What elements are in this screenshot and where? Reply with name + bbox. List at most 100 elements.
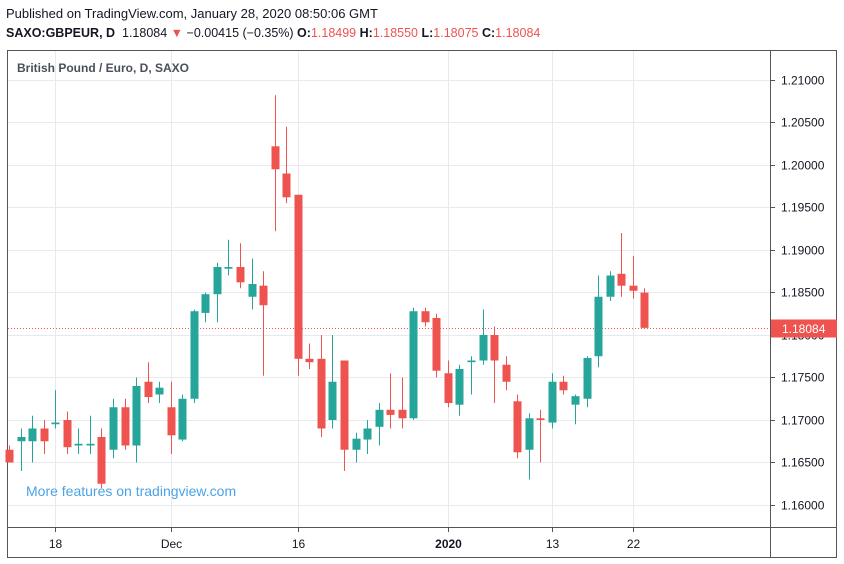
candle-down — [5, 445, 14, 463]
candle-body — [479, 335, 488, 361]
candle-up — [525, 413, 534, 480]
candle-up — [363, 420, 372, 454]
candle-body — [444, 373, 453, 403]
high-label: H: — [359, 26, 373, 40]
candle-body — [502, 364, 511, 382]
ohlc-legend: SAXO:GBPEUR, D 1.18084 ▼ −0.00415 (−0.35… — [6, 26, 540, 40]
x-tick-label: 16 — [292, 537, 306, 551]
y-tick-label: 1.20500 — [781, 116, 825, 130]
candle-body — [178, 398, 187, 440]
candle-body — [305, 358, 314, 363]
candle-down — [444, 360, 453, 408]
candle-up — [17, 428, 26, 471]
candle-body — [340, 360, 349, 450]
candle-body — [271, 146, 280, 170]
candle-body — [328, 381, 337, 420]
candle-body — [132, 386, 141, 446]
x-axis: 18 Dec 16 2020 13 22 — [49, 527, 641, 551]
candle-down — [559, 375, 568, 395]
chart-title: British Pound / Euro, D, SAXO — [17, 61, 189, 75]
candle-down — [340, 360, 349, 471]
candle-up — [74, 428, 83, 454]
candle-up — [352, 432, 361, 463]
candle-up — [594, 275, 603, 368]
candle-body — [375, 409, 384, 427]
candle-down — [421, 307, 430, 327]
candle-down — [167, 381, 176, 454]
candle-down — [63, 411, 72, 454]
symbol-label: SAXO:GBPEUR, D — [6, 26, 116, 40]
candle-down — [629, 255, 638, 299]
candle-body — [629, 285, 638, 291]
candle-down — [513, 394, 522, 459]
candle-body — [74, 443, 83, 446]
candle-body — [63, 420, 72, 448]
last-price: 1.18084 — [122, 26, 168, 40]
open-value: 1.18499 — [310, 26, 357, 40]
candle-down — [617, 233, 626, 297]
candle-body — [5, 449, 14, 463]
candle-up — [606, 271, 615, 301]
y-tick-label: 1.17500 — [781, 371, 825, 385]
y-axis: 1.21000 1.20500 1.20000 1.19500 1.19000 1.185… — [770, 74, 825, 513]
open-label: O: — [297, 26, 311, 40]
candle-body — [144, 381, 153, 398]
candle-up — [248, 258, 257, 310]
candle-body — [536, 418, 545, 420]
candle-up — [51, 390, 60, 429]
candle-down — [144, 362, 153, 403]
candle-body — [559, 381, 568, 391]
candle-body — [409, 311, 418, 419]
candle-body — [97, 437, 106, 484]
candle-body — [513, 401, 522, 453]
candle-body — [617, 273, 626, 286]
down-arrow-icon: ▼ — [170, 26, 184, 40]
candle-body — [432, 318, 441, 371]
candle-up — [109, 398, 118, 459]
candle-body — [51, 422, 60, 425]
candle-body — [421, 311, 430, 323]
candle-up — [201, 292, 210, 323]
candle-body — [363, 428, 372, 440]
y-tick-label: 1.19500 — [781, 201, 825, 215]
x-tick-label: 22 — [627, 537, 641, 551]
candle-down — [271, 95, 280, 232]
candle-down — [294, 194, 303, 376]
high-value: 1.18550 — [372, 26, 418, 40]
close-value: 1.18084 — [495, 26, 541, 40]
y-tick-label: 1.17000 — [781, 414, 825, 428]
x-tick-label: 2020 — [435, 537, 462, 551]
candle-up — [155, 381, 164, 403]
y-tick-label: 1.18500 — [781, 286, 825, 300]
published-caption: Published on TradingView.com, January 28… — [6, 6, 378, 21]
candle-body — [317, 358, 326, 429]
candle-down — [236, 243, 245, 289]
candle-body — [17, 437, 26, 442]
candles — [5, 95, 649, 488]
candle-down — [386, 373, 395, 429]
low-label: L: — [421, 26, 434, 40]
candle-up — [583, 356, 592, 408]
candle-up — [328, 335, 337, 429]
candle-body — [467, 360, 476, 363]
candle-body — [606, 275, 615, 297]
candle-down — [305, 343, 314, 369]
candle-body — [548, 381, 557, 423]
y-tick-label: 1.16500 — [781, 456, 825, 470]
candle-body — [571, 396, 580, 405]
candle-down — [97, 428, 106, 488]
candle-body — [282, 173, 291, 198]
y-tick-label: 1.21000 — [781, 74, 825, 88]
candle-up — [455, 364, 464, 416]
watermark-link[interactable]: More features on tradingview.com — [26, 483, 236, 499]
candle-down — [432, 313, 441, 378]
candle-body — [190, 311, 199, 399]
candle-body — [28, 428, 37, 442]
candle-down — [502, 356, 511, 391]
candle-down — [282, 126, 291, 204]
candle-up — [213, 262, 222, 323]
candle-body — [640, 292, 649, 328]
candle-up — [467, 356, 476, 395]
y-tick-label: 1.19000 — [781, 244, 825, 258]
